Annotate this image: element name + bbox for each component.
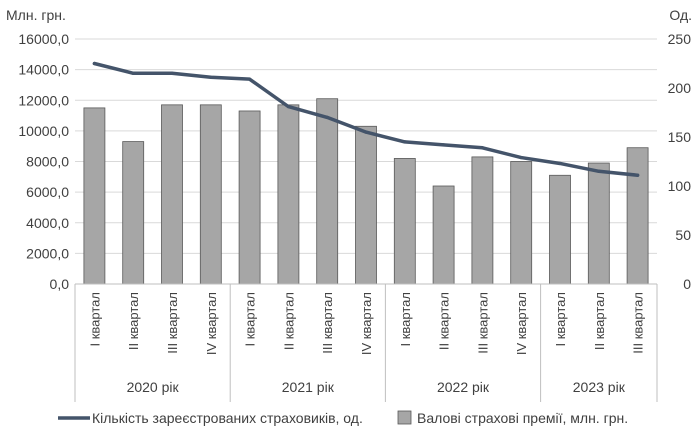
line-point-10 [442,143,446,147]
y-left-tick-label: 2000,0 [26,245,69,261]
category-label: II квартал [592,292,607,350]
y-right-axis-title: Од. [669,7,692,23]
bar-15 [626,147,649,285]
bar-4 [199,104,222,285]
category-label: III квартал [320,292,335,354]
category-label: IV квартал [204,292,219,355]
line-point-3 [170,71,174,75]
bar-8 [355,125,377,285]
bar-5 [238,110,261,285]
y-left-tick-label: 10000,0 [18,123,69,139]
line-point-1 [92,61,96,66]
line-point-9 [403,140,407,144]
y-left-tick-label: 6000,0 [26,184,69,200]
year-group-label: 2022 рік [437,379,490,395]
legend-line-label: Кількість зареєстрованих страховиків, од… [92,410,363,426]
y-left-tick-label: 8000,0 [26,154,69,170]
year-group-label: 2021 рік [282,379,335,395]
y-right-tick-label: 0 [683,276,691,292]
year-group-label: 2020 рік [127,379,180,395]
line-point-13 [558,161,562,166]
category-label: II квартал [437,292,452,350]
bar-7 [316,98,339,285]
bar-10 [432,185,455,285]
line-point-14 [597,169,601,173]
bar-12 [510,161,533,285]
line-point-12 [519,155,523,160]
category-label: III квартал [165,292,180,354]
y-left-tick-label: 0,0 [50,276,70,292]
y-right-tick-label: 50 [675,227,691,243]
y-right-tick-label: 150 [668,129,692,145]
y-right-tick-label: 250 [668,31,692,47]
line-point-4 [209,75,213,79]
category-label: I квартал [398,292,413,346]
y-left-tick-label: 4000,0 [26,215,69,231]
y-right-tick-label: 200 [668,80,692,96]
legend-bar-swatch [397,410,412,425]
bar-13 [549,174,571,285]
line-point-8 [364,130,368,134]
y-left-tick-label: 16000,0 [18,31,69,47]
category-label: II квартал [126,292,141,350]
legend-bar-label: Валові страхові премії, млн. грн. [417,410,628,426]
line-point-7 [325,115,329,119]
y-left-tick-label: 12000,0 [18,92,69,108]
category-label: III квартал [631,292,646,354]
category-label: I квартал [243,292,258,346]
line-point-15 [636,173,640,177]
line-point-2 [131,71,135,75]
category-label: IV квартал [359,292,374,355]
category-label: I квартал [87,292,102,346]
line-point-6 [286,105,290,109]
category-label: I квартал [553,292,568,346]
year-group-label: 2023 рік [573,379,626,395]
y-left-tick-label: 14000,0 [18,62,69,78]
bar-11 [471,156,494,285]
line-point-5 [248,77,252,81]
bar-2 [122,141,145,285]
line-point-11 [480,146,484,150]
y-right-tick-label: 100 [668,178,692,194]
category-label: II квартал [281,292,296,350]
category-label: III квартал [475,292,490,354]
category-label: IV квартал [514,292,529,355]
y-left-axis-title: Млн. грн. [6,7,66,23]
bar-14 [587,162,610,285]
bar-3 [161,104,183,285]
bar-9 [393,158,416,285]
bar-6 [277,104,300,285]
bar-1 [83,107,106,285]
